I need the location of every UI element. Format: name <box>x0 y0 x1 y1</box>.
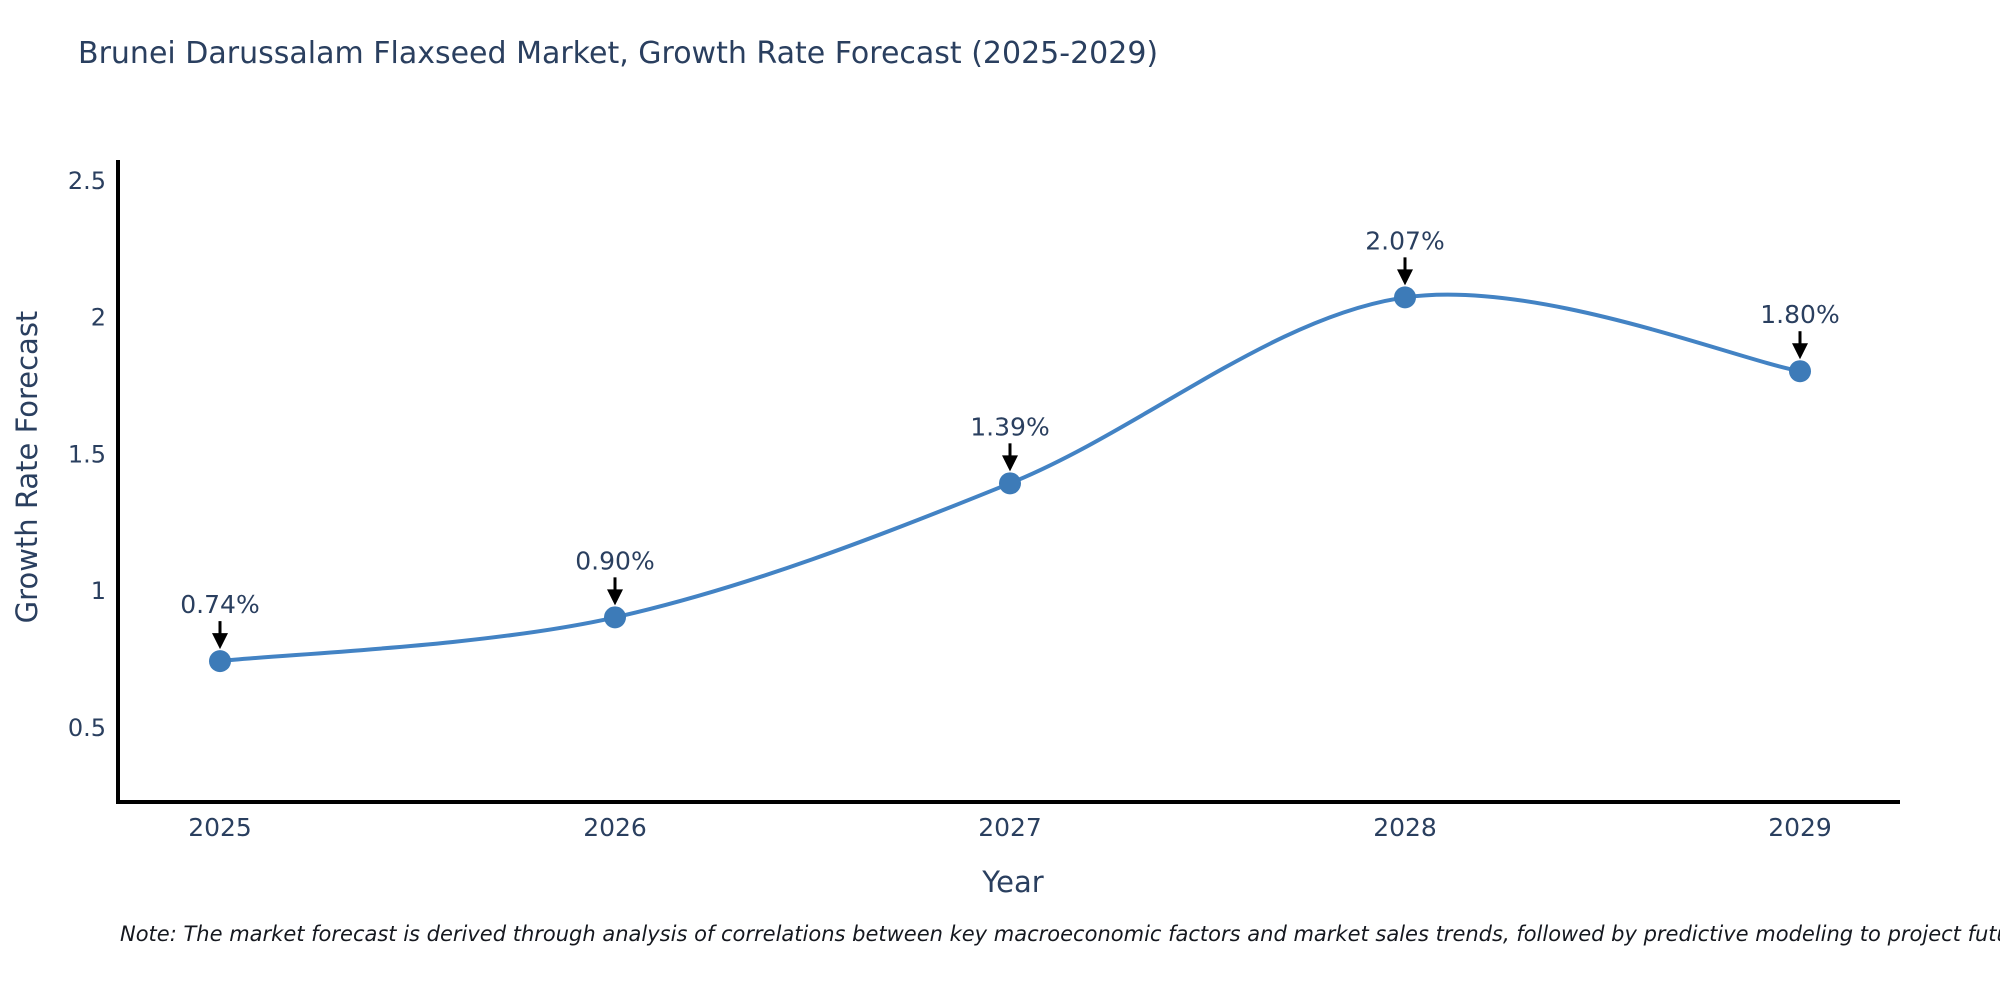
y-tick-label-0.5: 0.5 <box>68 714 106 742</box>
y-tick-label-2: 2 <box>91 304 106 332</box>
x-tick-label-2025: 2025 <box>188 813 252 842</box>
annotation-arrowhead-2025 <box>212 633 228 650</box>
annotation-label-2029: 1.80% <box>1760 300 1839 329</box>
x-tick-label-2029: 2029 <box>1768 813 1832 842</box>
annotation-arrowhead-2026 <box>607 589 623 606</box>
y-tick-label-2.5: 2.5 <box>68 167 106 195</box>
annotation-label-2026: 0.90% <box>575 546 654 575</box>
data-point-2028 <box>1394 286 1416 309</box>
annotation-arrowhead-2027 <box>1002 455 1018 472</box>
data-point-2029 <box>1789 360 1811 383</box>
x-tick-label-2028: 2028 <box>1373 813 1437 842</box>
y-tick-label-1: 1 <box>91 577 106 605</box>
annotation-label-2027: 1.39% <box>970 412 1049 441</box>
footnote: Note: The market forecast is derived thr… <box>120 922 2000 946</box>
data-point-2027 <box>999 472 1021 495</box>
x-tick-label-2026: 2026 <box>583 813 647 842</box>
annotation-label-2028: 2.07% <box>1365 226 1444 255</box>
data-point-2025 <box>209 650 231 673</box>
chart-title: Brunei Darussalam Flaxseed Market, Growt… <box>78 36 1159 71</box>
annotation-arrowhead-2029 <box>1792 343 1808 360</box>
y-tick-label-1.5: 1.5 <box>68 440 106 468</box>
x-tick-label-2027: 2027 <box>978 813 1042 842</box>
annotation-arrowhead-2028 <box>1397 269 1413 286</box>
data-point-2026 <box>604 606 626 629</box>
x-axis-title: Year <box>982 865 1044 899</box>
annotation-label-2025: 0.74% <box>180 590 259 619</box>
